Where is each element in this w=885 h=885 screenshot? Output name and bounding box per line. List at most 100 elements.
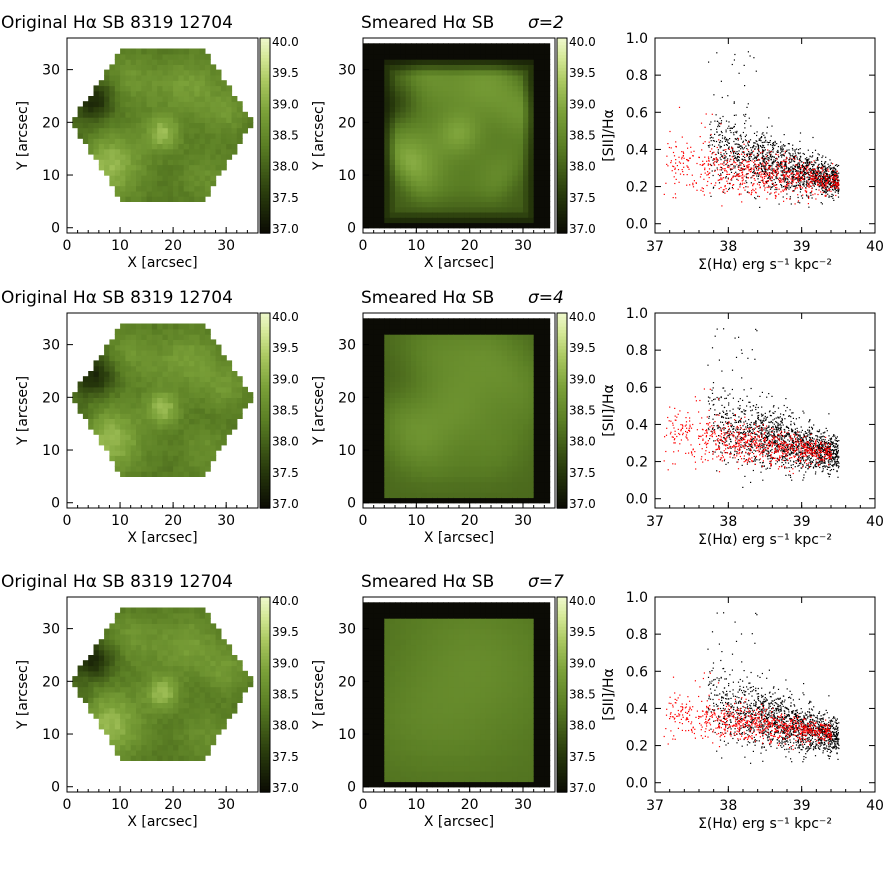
scatter-point	[714, 158, 716, 160]
heatmap-cell	[389, 48, 396, 55]
heatmap-cell	[469, 59, 476, 65]
heatmap-cell	[125, 423, 132, 430]
heatmap-cell	[432, 196, 439, 202]
heatmap-cell	[480, 143, 487, 150]
heatmap-cell	[136, 418, 142, 425]
colorbar-swatch	[557, 51, 567, 55]
scatter-point	[725, 177, 727, 179]
heatmap-cell	[167, 190, 174, 197]
colorbar-swatch	[260, 129, 270, 133]
y-tick-label: 0.2	[626, 180, 648, 196]
scatter-point	[782, 154, 784, 156]
colorbar-swatch	[557, 73, 567, 78]
heatmap-cell	[199, 153, 206, 160]
heatmap-cell	[459, 111, 465, 118]
colorbar-swatch	[260, 181, 270, 185]
heatmap-cell	[189, 106, 195, 113]
heatmap-cell	[151, 85, 158, 92]
scatter-point	[831, 187, 833, 189]
heatmap-cell	[363, 122, 369, 129]
heatmap-cell	[136, 434, 142, 441]
heatmap-cell	[231, 148, 238, 155]
heatmap-cell	[480, 164, 487, 171]
scatter-point	[750, 125, 752, 127]
heatmap-cell	[194, 153, 201, 160]
heatmap-cell	[443, 201, 449, 208]
colorbar-swatch	[557, 210, 567, 215]
heatmap-cell	[379, 222, 385, 229]
scatter-point	[788, 162, 790, 164]
scatter-point	[718, 179, 720, 181]
heatmap-cell	[491, 106, 497, 113]
scatter-point	[728, 166, 730, 169]
heatmap-cell	[194, 90, 201, 97]
heatmap-cell	[199, 48, 206, 55]
heatmap-cell	[485, 206, 492, 213]
scatter-point	[781, 185, 783, 187]
scatter-point	[832, 179, 834, 181]
scatter-point	[813, 179, 815, 182]
scatter-point	[836, 175, 839, 177]
heatmap-cell	[411, 196, 417, 202]
heatmap-cell	[368, 69, 375, 76]
scatter-point	[829, 184, 831, 186]
scatter-point	[806, 180, 808, 182]
scatter-point	[716, 159, 718, 161]
heatmap-cell	[130, 96, 137, 102]
heatmap-cell	[93, 376, 100, 383]
heatmap-cell	[72, 392, 79, 398]
scatter-point	[724, 168, 726, 170]
scatter-point	[804, 165, 806, 167]
heatmap-cell	[373, 96, 380, 102]
heatmap-cell	[141, 90, 148, 97]
heatmap-cell	[544, 127, 551, 134]
heatmap-cell	[448, 80, 455, 87]
scatter-point	[821, 164, 824, 166]
heatmap-cell	[464, 159, 471, 166]
heatmap-cell	[98, 117, 105, 123]
heatmap-cell	[109, 407, 116, 414]
heatmap-cell	[146, 175, 153, 181]
scatter-point	[688, 168, 690, 170]
scatter-point	[741, 183, 743, 185]
scatter-point	[824, 163, 826, 165]
heatmap-cell	[162, 69, 169, 76]
scatter-point	[766, 156, 768, 158]
heatmap-cell	[178, 349, 185, 356]
scatter-point	[735, 114, 737, 116]
scatter-point	[732, 184, 734, 186]
scatter-point	[824, 181, 826, 183]
heatmap-cell	[199, 164, 206, 171]
heatmap-cell	[157, 402, 164, 409]
heatmap-cell	[141, 127, 148, 134]
scatter-point	[753, 165, 755, 167]
scatter-point	[745, 168, 747, 170]
scatter-point	[793, 160, 795, 162]
heatmap-cell	[443, 111, 449, 118]
scatter-point	[731, 163, 733, 165]
heatmap-cell	[183, 127, 190, 134]
heatmap-cell	[411, 138, 417, 144]
heatmap-cell	[210, 175, 217, 181]
heatmap-cell	[120, 392, 126, 398]
heatmap-cell	[210, 85, 217, 92]
scatter-point	[698, 156, 700, 159]
heatmap-cell	[114, 402, 121, 409]
heatmap-cell	[141, 74, 148, 81]
scatter-point	[819, 172, 821, 174]
scatter-point	[820, 163, 823, 165]
heatmap-cell	[443, 101, 449, 108]
scatter-point	[735, 162, 737, 164]
heatmap-cell	[373, 127, 380, 134]
scatter-point	[723, 161, 725, 163]
heatmap-cell	[178, 418, 185, 425]
scatter-point	[689, 184, 691, 186]
heatmap-cell	[173, 328, 179, 335]
scatter-point	[692, 184, 694, 186]
heatmap-cell	[167, 122, 174, 129]
heatmap-cell	[459, 201, 465, 208]
heatmap-cell	[136, 148, 142, 155]
heatmap-cell	[501, 132, 508, 139]
heatmap-cell	[395, 59, 401, 65]
heatmap-cell	[109, 148, 116, 155]
